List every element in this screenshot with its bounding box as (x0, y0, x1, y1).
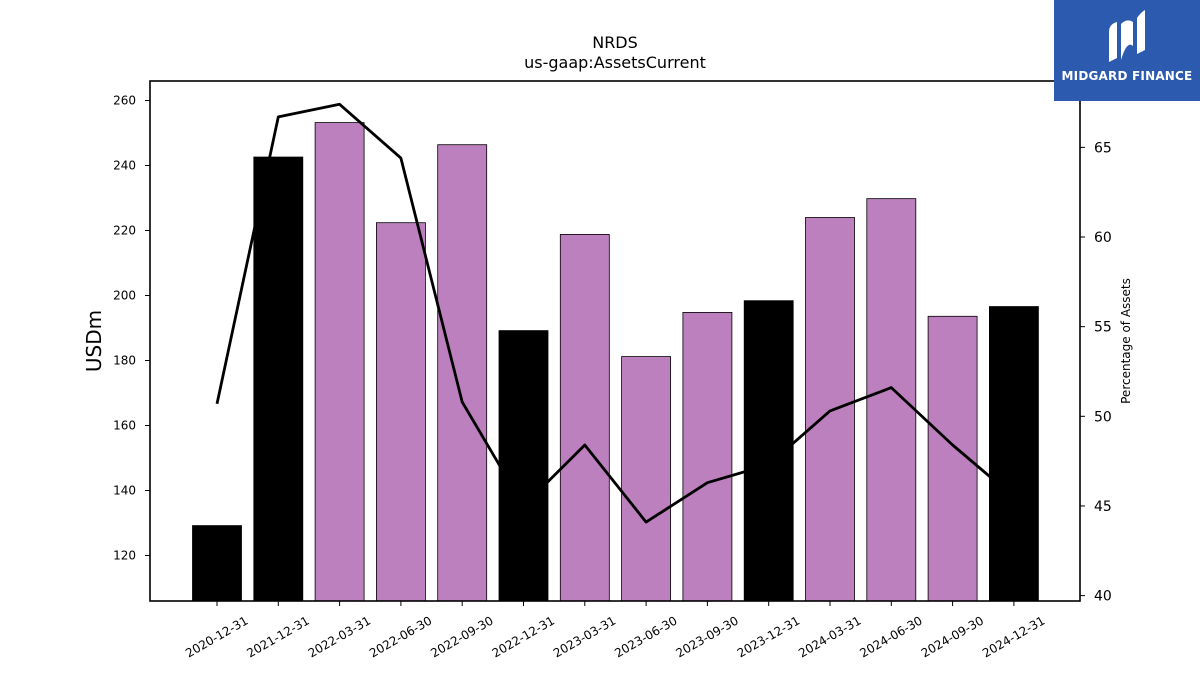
bar (498, 330, 549, 602)
y-tick-label: 160 (113, 419, 136, 433)
bar (866, 198, 917, 602)
logo-mark-icon (1109, 10, 1145, 62)
y2-tick-label: 65 (1094, 140, 1112, 156)
brand-name: MIDGARD FINANCE (1061, 69, 1193, 83)
y-axis-left: 120 140 160 180 200 220 240 260 (113, 94, 150, 563)
x-tick-label: 2023-12-31 (735, 613, 802, 660)
x-tick-label: 2020-12-31 (183, 613, 250, 660)
y2-tick-label: 45 (1094, 499, 1112, 515)
x-tick-label: 2024-09-30 (919, 613, 986, 660)
bar-series (192, 122, 1039, 602)
y-tick-label: 260 (113, 94, 136, 108)
bar (989, 306, 1039, 602)
x-axis: 2020-12-312021-12-312022-03-312022-06-30… (183, 601, 1047, 660)
x-tick-label: 2022-06-30 (367, 613, 434, 660)
x-tick-label: 2023-06-30 (612, 613, 679, 660)
x-tick-label: 2022-03-31 (306, 613, 373, 660)
bar (559, 233, 610, 602)
bar (253, 156, 304, 602)
bar (621, 356, 671, 602)
bar (682, 311, 733, 602)
x-tick-label: 2024-12-31 (980, 613, 1047, 660)
x-tick-label: 2022-12-31 (490, 613, 557, 660)
y2-tick-label: 55 (1094, 320, 1112, 336)
bar (805, 217, 855, 602)
y-tick-label: 180 (113, 354, 136, 368)
x-tick-label: 2022-09-30 (428, 613, 495, 660)
bar (437, 144, 488, 602)
y2-tick-label: 40 (1094, 589, 1112, 605)
y-tick-label: 140 (113, 484, 136, 498)
x-tick-label: 2024-06-30 (857, 613, 924, 660)
chart-subtitle: us-gaap:AssetsCurrent (524, 53, 706, 72)
x-tick-label: 2023-09-30 (673, 613, 740, 660)
y-tick-label: 200 (113, 289, 136, 303)
percentage-line (215, 102, 1015, 524)
y-tick-label: 220 (113, 224, 136, 238)
brand-logo: MIDGARD FINANCE (1054, 0, 1200, 101)
plot-frame (149, 80, 1081, 602)
bar (375, 222, 426, 602)
y-tick-label: 240 (113, 159, 136, 173)
line-series (215, 102, 1015, 524)
x-tick-label: 2023-03-31 (551, 613, 618, 660)
y2-tick-label: 60 (1094, 230, 1112, 246)
bar (192, 525, 242, 602)
x-tick-label: 2021-12-31 (244, 613, 311, 660)
x-tick-label: 2024-03-31 (796, 613, 863, 660)
y-axis-right: 40 45 50 55 60 65 (1080, 140, 1112, 605)
y2-tick-label: 50 (1094, 409, 1112, 425)
y2-axis-label: Percentage of Assets (1119, 278, 1133, 404)
y-tick-label: 120 (113, 549, 136, 563)
y-axis-label: USDm (82, 310, 106, 372)
bar (314, 122, 365, 602)
chart-title: NRDS (592, 33, 638, 52)
